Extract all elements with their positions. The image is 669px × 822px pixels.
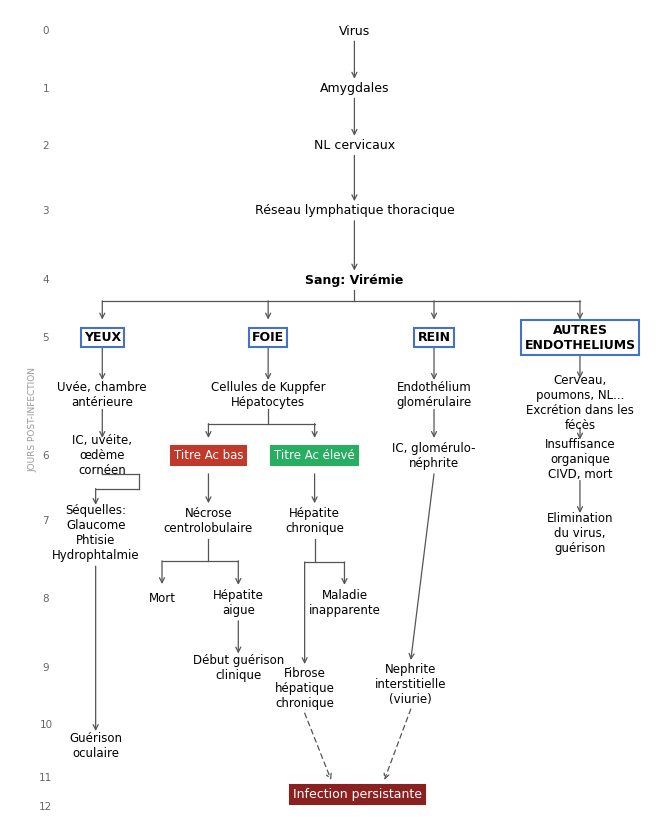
Text: Hépatite
aigue: Hépatite aigue xyxy=(213,589,264,616)
Text: Hépatite
chronique: Hépatite chronique xyxy=(285,507,344,535)
Text: 2: 2 xyxy=(43,141,50,150)
Text: Virus: Virus xyxy=(339,25,370,38)
Text: Nephrite
interstitielle
(viurie): Nephrite interstitielle (viurie) xyxy=(375,663,446,706)
Text: Fibrose
hépatique
chronique: Fibrose hépatique chronique xyxy=(275,667,334,710)
Text: Elimination
du virus,
guérison: Elimination du virus, guérison xyxy=(547,512,613,555)
Text: Uvée, chambre
antérieure: Uvée, chambre antérieure xyxy=(58,381,147,409)
Text: NL cervicaux: NL cervicaux xyxy=(314,139,395,152)
Text: 8: 8 xyxy=(43,593,50,604)
Text: Insuffisance
organique
CIVD, mort: Insuffisance organique CIVD, mort xyxy=(545,438,615,482)
Text: Sang: Virémie: Sang: Virémie xyxy=(305,274,403,287)
Text: Séquelles:
Glaucome
Phtisie
Hydrophtalmie: Séquelles: Glaucome Phtisie Hydrophtalmi… xyxy=(52,505,139,562)
Text: 4: 4 xyxy=(43,275,50,285)
Text: Titre Ac bas: Titre Ac bas xyxy=(174,450,244,463)
Text: Début guérison
clinique: Début guérison clinique xyxy=(193,654,284,682)
Text: Mort: Mort xyxy=(149,593,175,605)
Text: 10: 10 xyxy=(39,720,52,730)
Text: Infection persistante: Infection persistante xyxy=(293,788,422,801)
Text: REIN: REIN xyxy=(417,331,450,344)
Text: AUTRES
ENDOTHELIUMS: AUTRES ENDOTHELIUMS xyxy=(524,324,636,352)
Text: 5: 5 xyxy=(43,333,50,343)
Text: IC, uvéite,
œdème
cornéen: IC, uvéite, œdème cornéen xyxy=(72,434,132,478)
Text: 11: 11 xyxy=(39,774,53,783)
Text: 3: 3 xyxy=(43,206,50,216)
Text: 0: 0 xyxy=(43,26,49,36)
Text: 12: 12 xyxy=(39,802,53,812)
Text: YEUX: YEUX xyxy=(84,331,121,344)
Text: FOIE: FOIE xyxy=(252,331,284,344)
Text: 6: 6 xyxy=(43,451,50,461)
Text: Maladie
inapparente: Maladie inapparente xyxy=(308,589,381,616)
Text: Endothélium
glomérulaire: Endothélium glomérulaire xyxy=(397,381,472,409)
Text: 1: 1 xyxy=(43,84,50,94)
Text: Cellules de Kuppfer
Hépatocytes: Cellules de Kuppfer Hépatocytes xyxy=(211,381,325,409)
Text: Amygdales: Amygdales xyxy=(320,82,389,95)
Text: Nécrose
centrolobulaire: Nécrose centrolobulaire xyxy=(164,507,253,535)
Text: JOURS POST-INFECTION: JOURS POST-INFECTION xyxy=(28,367,37,472)
Text: 9: 9 xyxy=(43,663,50,673)
Text: Guérison
oculaire: Guérison oculaire xyxy=(69,732,122,760)
Text: 7: 7 xyxy=(43,516,50,526)
Text: IC, glomérulo-
néphrite: IC, glomérulo- néphrite xyxy=(392,442,476,470)
Text: Réseau lymphatique thoracique: Réseau lymphatique thoracique xyxy=(254,205,454,218)
Text: Titre Ac élevé: Titre Ac élevé xyxy=(274,450,355,463)
Text: Cerveau,
poumons, NL...
Excrétion dans les
fécès: Cerveau, poumons, NL... Excrétion dans l… xyxy=(526,374,634,432)
